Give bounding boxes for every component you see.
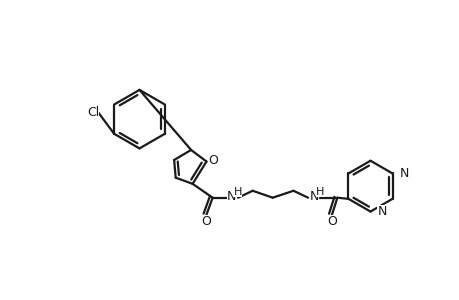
Text: O: O [326,215,336,228]
Text: O: O [201,215,211,228]
Text: O: O [208,154,218,167]
Text: H: H [233,187,242,197]
Text: H: H [316,187,324,197]
Text: N: N [227,190,236,203]
Text: N: N [309,190,318,203]
Text: Cl: Cl [87,106,99,119]
Text: N: N [377,205,386,218]
Text: N: N [398,167,408,180]
